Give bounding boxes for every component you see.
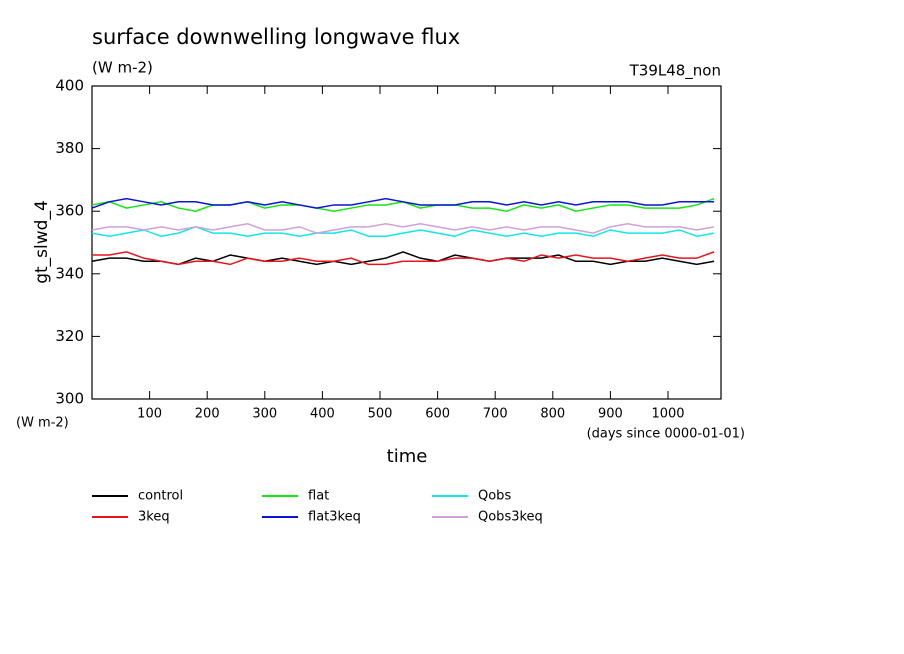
data-line xyxy=(91,197,715,212)
x-tick-label: 600 xyxy=(425,407,450,422)
annotation: T39L48_non xyxy=(629,62,721,81)
y-tick-label: 300 xyxy=(55,390,84,408)
legend-label: flat3keq xyxy=(308,510,361,525)
chart-title: surface downwelling longwave flux xyxy=(92,25,460,49)
x-tick-label: 200 xyxy=(195,407,220,422)
x-tick-label: 300 xyxy=(252,407,277,422)
x-tick-label: 1000 xyxy=(651,407,684,422)
plot-frame xyxy=(91,85,722,400)
x-unit-label: (days since 0000-01-01) xyxy=(587,427,745,442)
data-line xyxy=(91,197,715,209)
y-tick-label: 400 xyxy=(55,77,84,95)
legend-label: 3keq xyxy=(138,510,170,525)
y-tick-label: 340 xyxy=(55,264,84,282)
data-line xyxy=(91,251,715,266)
data-line xyxy=(91,222,715,234)
legend-label: Qobs3keq xyxy=(478,510,543,525)
y-axis-label: gt_slwd_4 xyxy=(32,200,52,284)
x-tick-label: 700 xyxy=(483,407,508,422)
chart-subtitle: (W m-2) xyxy=(92,59,153,77)
legend-label: flat xyxy=(308,489,329,504)
x-tick-label: 900 xyxy=(598,407,623,422)
x-tick-label: 800 xyxy=(540,407,565,422)
y-tick-label: 320 xyxy=(55,327,84,345)
y-unit-label: (W m-2) xyxy=(16,416,69,431)
y-tick-label: 360 xyxy=(55,202,84,220)
x-tick-label: 400 xyxy=(310,407,335,422)
legend-label: Qobs xyxy=(478,489,511,504)
data-line xyxy=(92,251,715,266)
legend-label: control xyxy=(138,489,183,504)
x-tick-label: 500 xyxy=(368,407,393,422)
y-tick-label: 380 xyxy=(55,139,84,157)
x-axis-label: time xyxy=(387,446,428,467)
x-tick-label: 100 xyxy=(137,407,162,422)
